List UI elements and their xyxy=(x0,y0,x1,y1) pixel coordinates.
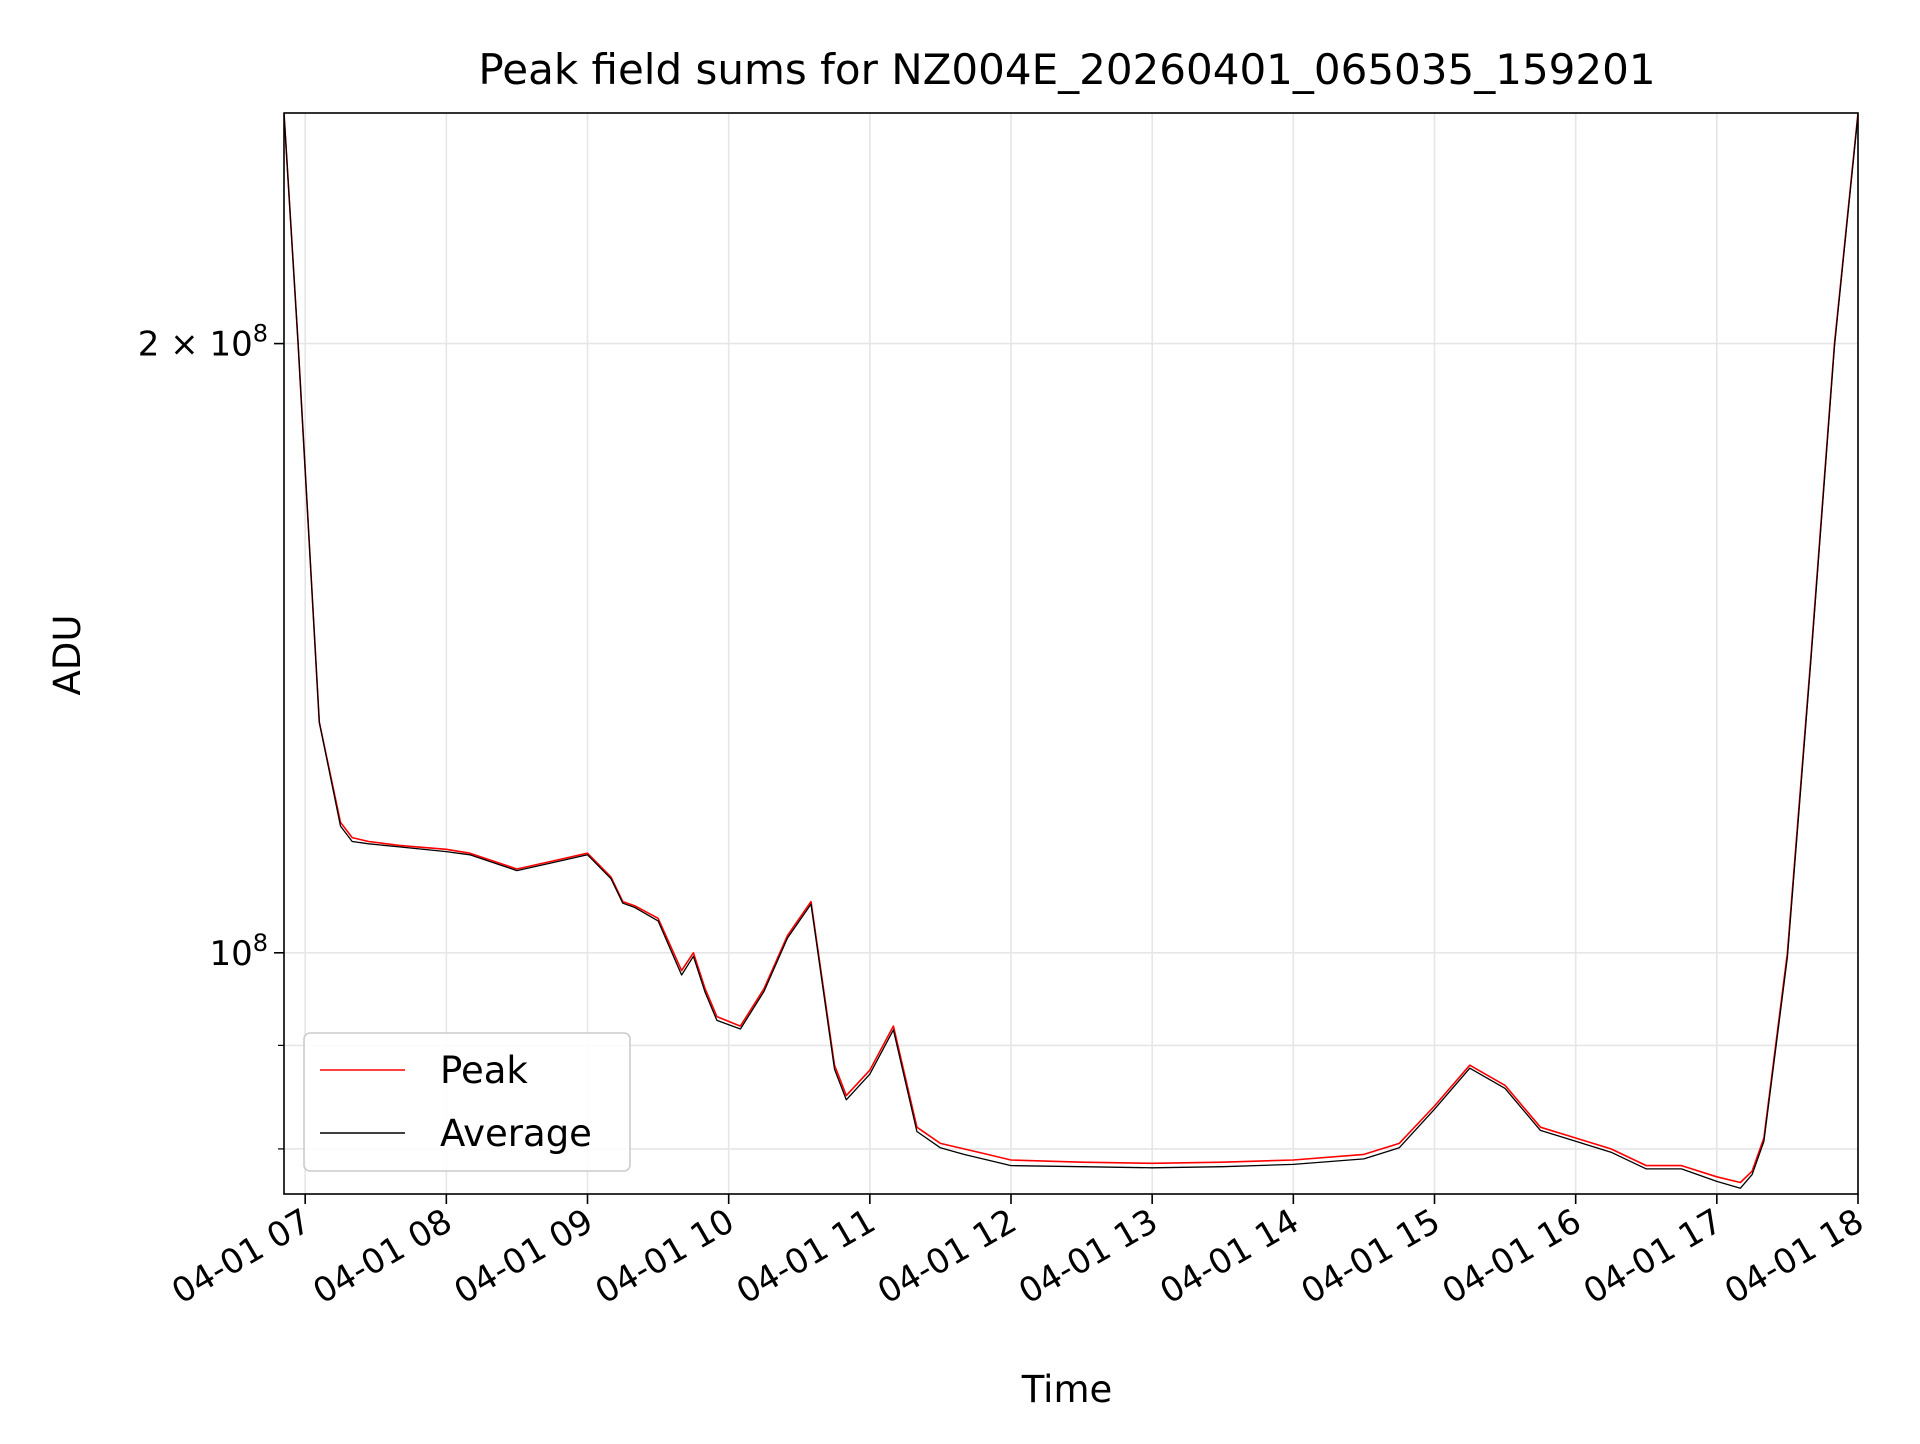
chart-title: Peak field sums for NZ004E_20260401_0650… xyxy=(478,45,1655,94)
series-line-average xyxy=(284,113,1858,1189)
y-axis-label: ADU xyxy=(46,615,89,696)
x-axis-label: Time xyxy=(1021,1368,1113,1411)
series-lines xyxy=(284,113,1858,1189)
legend-average-label: Average xyxy=(440,1112,592,1155)
y-tick-base: 10 xyxy=(209,934,252,974)
grid xyxy=(284,113,1859,1194)
y-tick-base: 2 × 10 xyxy=(138,325,253,365)
legend-peak-label: Peak xyxy=(440,1049,528,1092)
legend-box xyxy=(303,1032,631,1172)
y-tick-exponent: 8 xyxy=(253,929,268,957)
series-line-peak xyxy=(284,113,1858,1184)
legend: Peak Average xyxy=(303,1032,631,1172)
y-tick-exponent: 8 xyxy=(253,320,268,348)
y-tick-label: 108 xyxy=(209,929,268,974)
y-tick-label: 2 × 108 xyxy=(138,320,268,365)
plot-frame xyxy=(283,112,1859,1195)
